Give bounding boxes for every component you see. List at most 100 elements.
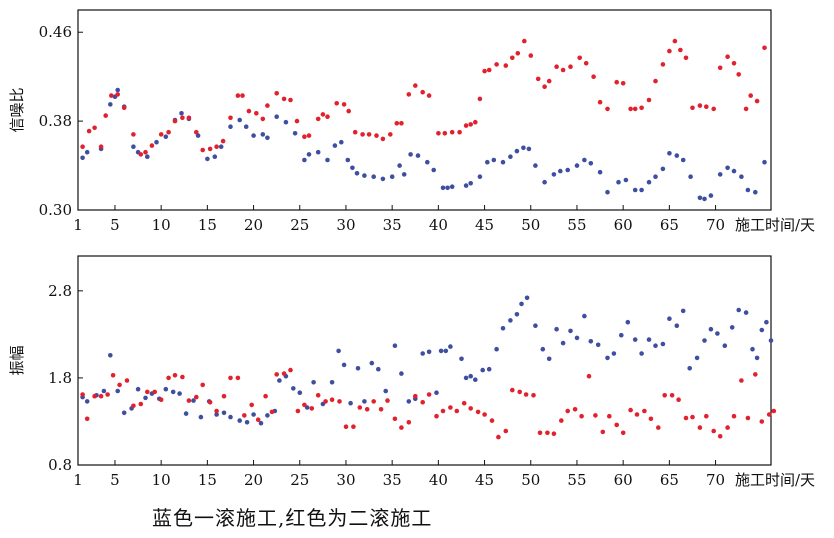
- red-data-point: [207, 400, 213, 405]
- red-data-point: [542, 84, 547, 89]
- amplitude-chart-panel: 1 5 10 15 20 25 30 35 40 45 50 55 60 65 700.81.82.8施工时…: [8, 255, 815, 489]
- red-data-point: [334, 101, 340, 106]
- red-data-point: [678, 47, 683, 53]
- blue-data-point: [265, 413, 270, 418]
- blue-data-point: [754, 355, 760, 361]
- blue-data-point: [244, 420, 250, 425]
- red-data-point: [406, 420, 412, 425]
- x-tick-label: 40: [429, 471, 448, 489]
- red-data-point: [523, 392, 529, 397]
- blue-data-point: [292, 131, 298, 136]
- red-data-point: [517, 389, 522, 395]
- red-data-point: [399, 425, 404, 430]
- red-data-point: [454, 408, 460, 414]
- blue-data-point: [764, 319, 769, 325]
- x-tick-label: 65: [660, 471, 679, 489]
- blue-data-point: [345, 157, 351, 163]
- red-data-point: [597, 99, 603, 105]
- red-data-point: [309, 406, 315, 411]
- blue-data-point: [228, 414, 233, 420]
- red-data-point: [683, 415, 689, 421]
- x-tick-label: 70: [706, 216, 725, 234]
- blue-data-point: [660, 166, 666, 172]
- blue-data-point: [406, 399, 412, 404]
- red-data-point: [228, 375, 233, 381]
- blue-data-point: [725, 165, 730, 171]
- red-data-point: [656, 425, 661, 430]
- red-data-point: [739, 378, 744, 383]
- red-data-point: [294, 118, 300, 124]
- blue-data-point: [708, 193, 714, 198]
- blue-data-point: [605, 189, 610, 195]
- red-data-point: [672, 38, 678, 44]
- red-data-point: [166, 375, 171, 381]
- red-data-point: [172, 373, 178, 378]
- red-data-point: [98, 393, 104, 399]
- blue-data-point: [463, 183, 469, 188]
- red-data-point: [463, 123, 469, 128]
- x-tick-label: 10: [152, 471, 171, 489]
- red-data-point: [337, 399, 342, 404]
- red-data-point: [281, 371, 287, 376]
- blue-data-point: [521, 145, 526, 151]
- red-data-point: [683, 55, 689, 61]
- red-data-point: [646, 97, 652, 103]
- blue-data-point: [494, 346, 499, 352]
- blue-data-point: [750, 346, 755, 352]
- x-tick-label: 55: [567, 471, 586, 489]
- blue-data-point: [519, 301, 524, 307]
- red-data-point: [620, 81, 626, 86]
- blue-data-point: [697, 195, 703, 201]
- blue-data-point: [443, 348, 449, 354]
- red-data-point: [131, 403, 136, 409]
- blue-data-point: [667, 316, 672, 322]
- red-data-point: [235, 93, 241, 98]
- red-data-point: [117, 382, 122, 388]
- red-data-point: [315, 393, 321, 398]
- red-data-point: [559, 418, 564, 423]
- blue-data-point: [759, 327, 765, 333]
- red-data-point: [554, 64, 559, 69]
- red-data-point: [329, 397, 335, 403]
- red-data-point: [131, 132, 136, 137]
- blue-data-point: [533, 323, 538, 329]
- blue-data-point: [480, 367, 486, 373]
- red-data-point: [288, 367, 293, 373]
- blue-data-point: [371, 174, 377, 179]
- blue-data-point: [265, 135, 270, 141]
- red-data-point: [676, 397, 681, 403]
- x-tick-label: 65: [660, 216, 679, 234]
- blue-data-point: [431, 167, 437, 173]
- blue-data-point: [445, 185, 450, 191]
- blue-data-point: [191, 398, 196, 403]
- red-data-point: [343, 424, 349, 430]
- red-data-point: [110, 373, 116, 378]
- red-data-point: [260, 116, 266, 122]
- blue-data-point: [605, 355, 610, 361]
- blue-data-point: [177, 391, 182, 396]
- red-data-point: [315, 116, 321, 122]
- y-tick-label: 2.8: [48, 282, 72, 300]
- red-data-point: [351, 424, 356, 430]
- blue-data-point: [214, 412, 219, 417]
- blue-data-point: [260, 132, 266, 137]
- blue-data-point: [508, 154, 513, 159]
- red-data-point: [380, 136, 386, 142]
- blue-data-point: [80, 155, 85, 161]
- red-data-point: [138, 152, 144, 157]
- blue-data-point: [401, 172, 407, 177]
- red-data-point: [180, 374, 185, 380]
- blue-data-point: [514, 312, 520, 317]
- red-data-point: [86, 128, 92, 134]
- blue-data-point: [408, 152, 413, 157]
- blue-data-point: [397, 163, 402, 168]
- blue-data-point: [179, 111, 184, 116]
- x-tick-label: 30: [336, 471, 355, 489]
- blue-data-point: [468, 181, 474, 186]
- blue-data-point: [660, 341, 666, 347]
- red-data-point: [510, 387, 515, 393]
- blue-data-point: [362, 399, 367, 404]
- red-data-point: [295, 408, 301, 414]
- blue-data-point: [731, 168, 737, 174]
- blue-data-point: [425, 159, 430, 165]
